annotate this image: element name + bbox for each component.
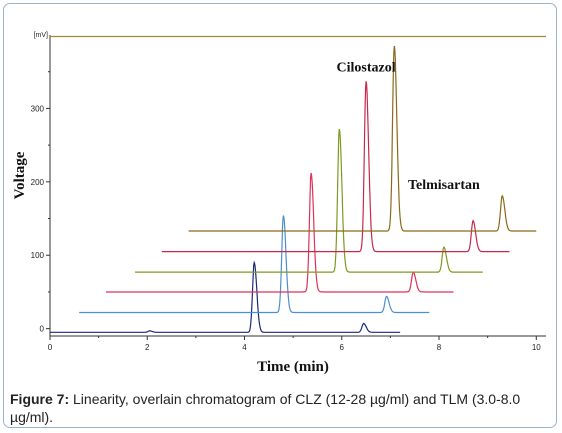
x-tick-label-5: 10	[532, 343, 541, 352]
y-axis-title: Voltage	[12, 151, 28, 199]
y-tick-label-0: 0	[40, 325, 45, 334]
figure-caption: Figure 7: Linearity, overlain chromatogr…	[10, 390, 550, 426]
y-tick-label-1: 100	[31, 251, 45, 260]
x-tick-label-3: 6	[340, 343, 345, 352]
series-line-4	[161, 81, 510, 253]
y-tick-label-2: 200	[31, 178, 45, 187]
series-line-1	[79, 215, 430, 314]
x-tick-label-1: 2	[145, 343, 150, 352]
axes	[49, 35, 546, 337]
annotation-0: Cilostazol	[337, 61, 396, 76]
series-line-5	[188, 45, 537, 232]
x-tick-label-4: 8	[437, 343, 442, 352]
series-layer	[50, 35, 546, 333]
x-tick-label-2: 4	[242, 343, 247, 352]
caption-label: Figure 7:	[10, 391, 70, 407]
series-line-3	[135, 128, 483, 273]
y-tick-label-3: 300	[31, 104, 45, 113]
x-tick-label-0: 0	[48, 343, 53, 352]
labels: [mV] Voltage Time (min) Cilostazol Telmisart…	[12, 32, 480, 375]
annotation-1: Telmisartan	[408, 178, 480, 193]
series-line-2	[105, 172, 454, 293]
figure-frame	[3, 3, 557, 428]
y-unit-label: [mV]	[34, 32, 48, 39]
series-line-0	[50, 260, 401, 333]
caption-text: Linearity, overlain chromatogram of CLZ …	[10, 391, 521, 425]
x-axis-title: Time (min)	[257, 359, 329, 375]
